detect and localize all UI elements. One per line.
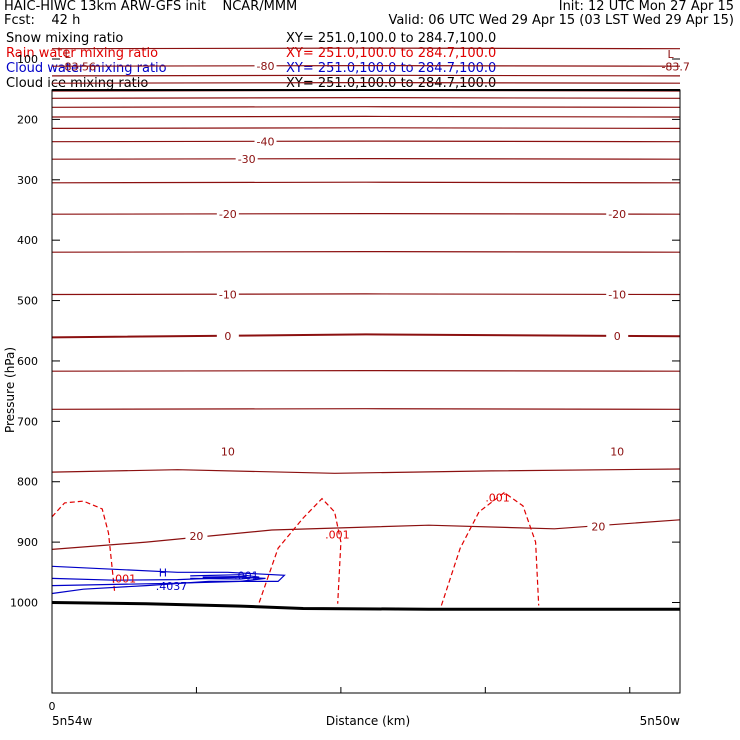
isotherm-line [51, 333, 681, 339]
isotherm-line [51, 140, 681, 143]
x-axis-title: Distance (km) [326, 714, 410, 728]
isotherm-label: -20 [608, 208, 626, 221]
isotherm-label-bg [606, 445, 629, 458]
y-tick-label: 1000 [10, 597, 38, 610]
isotherm-label: -20 [219, 208, 237, 221]
isotherm-line [51, 47, 681, 50]
isotherm-line [51, 157, 681, 160]
isotherm-label: -30 [238, 153, 256, 166]
header-valid-time: Valid: 06 UTC Wed 29 Apr 15 (03 LST Wed … [388, 13, 734, 28]
isotherm-label-bg [254, 135, 277, 148]
isotherm-line [51, 127, 681, 129]
field-rain-name: Rain water mixing ratio [6, 46, 159, 61]
isotherm-label: 20 [189, 530, 203, 543]
cloud-water-contour-line [190, 574, 260, 580]
rain-contour-label: .001 [325, 528, 350, 541]
y-tick-label: 400 [17, 234, 38, 247]
isotherm-line [51, 408, 681, 410]
isotherm-line [51, 293, 681, 296]
y-axis-title: Pressure (hPa) [3, 347, 17, 433]
isotherm-label: -10 [219, 289, 237, 302]
isotherm-label-bg [606, 288, 629, 301]
contour-labels: -80 -40-30 -20 -20 -10 -10 0 0 10 10 20 20 .001 .001.… [65, 48, 690, 593]
extremum-value: .4037 [156, 580, 188, 593]
isotherm-line [51, 181, 681, 184]
x-tick-label: 0 [49, 700, 56, 713]
y-tick-label: 900 [17, 536, 38, 549]
extremum-marker: L [65, 48, 72, 61]
extremum-value: -83.7 [661, 61, 689, 74]
isotherm-label-bg [185, 530, 208, 543]
rain-contour-line [258, 497, 342, 604]
y-tick-label: 700 [17, 415, 38, 428]
rain-contour-label: .001 [112, 572, 137, 585]
isotherm-label-bg [606, 330, 629, 343]
isotherm-label-bg [216, 445, 239, 458]
field-cloud-water-name: Cloud water mixing ratio [6, 61, 167, 76]
isotherm-label-bg [235, 153, 258, 166]
isotherm-label: 0 [224, 330, 231, 343]
isotherm-line [51, 369, 681, 372]
isotherm-label: 10 [610, 446, 624, 459]
rain-contours [51, 491, 540, 606]
field-cloud-water-xy: XY= 251.0,100.0 to 284.7,100.0 [286, 61, 497, 76]
header-title: HAIC-HIWC 13km ARW-GFS init NCAR/MMM [4, 0, 298, 14]
cloud-water-contour-line [51, 576, 266, 587]
isotherm-line [51, 64, 681, 67]
isotherm-label: 0 [614, 330, 621, 343]
extremum-marker: H [159, 567, 167, 580]
field-rain-xy: XY= 251.0,100.0 to 284.7,100.0 [286, 46, 497, 61]
isotherm-label-bg [587, 520, 610, 533]
y-tick-label: 800 [17, 476, 38, 489]
isotherm-line [51, 81, 681, 84]
isotherm-label: -40 [257, 136, 275, 149]
x-end-label-left: 5n54w [52, 714, 93, 728]
cloud-water-contour-label: .001 [234, 569, 259, 582]
field-snow-xy: XY= 251.0,100.0 to 284.7,100.0 [286, 31, 497, 46]
isotherm-line [51, 250, 681, 253]
field-snow-name: Snow mixing ratio [6, 31, 124, 46]
isotherm-label-bg [216, 288, 239, 301]
rain-contour-line [440, 491, 540, 606]
isotherm-line [51, 106, 681, 108]
isotherm-label-bg [216, 208, 239, 221]
isotherm-line [51, 468, 681, 474]
temperature-contours [51, 47, 681, 550]
isotherm-line [51, 212, 681, 215]
header-init-time: Init: 12 UTC Mon 27 Apr 15 [558, 0, 734, 14]
terrain-line [51, 601, 680, 611]
ground-surface [51, 601, 680, 611]
extremum-marker: L [667, 48, 674, 61]
isotherm-label-bg [254, 60, 277, 73]
extremum-value: 83.56 [65, 61, 97, 74]
isotherm-label: -10 [608, 289, 626, 302]
cloud-water-contour-line [202, 575, 247, 579]
isotherm-line [51, 115, 681, 118]
isotherm-label: 10 [221, 446, 235, 459]
y-tick-label: 500 [17, 295, 38, 308]
rain-contour-label: .001 [485, 491, 510, 504]
isotherm-label-bg [606, 208, 629, 221]
isotherm-label: -80 [257, 60, 275, 73]
header-forecast-hour: Fcst: 42 h [4, 13, 81, 28]
isotherm-line [51, 96, 681, 99]
y-tick-label: 100 [17, 53, 38, 66]
plot-frame [51, 89, 681, 694]
cloud-water-contour-line [51, 565, 286, 595]
isotherm-label-bg [216, 330, 239, 343]
cloud-water-contours [51, 565, 286, 595]
y-tick-label: 300 [17, 174, 38, 187]
y-tick-label: 200 [17, 113, 38, 126]
y-tick-label: 600 [17, 355, 38, 368]
isotherm-line [51, 519, 681, 550]
x-end-label-right: 5n50w [640, 714, 681, 728]
field-cloud-ice-xy: XY= 251.0,100.0 to 284.7,100.0 [286, 76, 497, 91]
isotherm-label: 20 [591, 520, 605, 533]
isotherm-line [51, 74, 681, 77]
